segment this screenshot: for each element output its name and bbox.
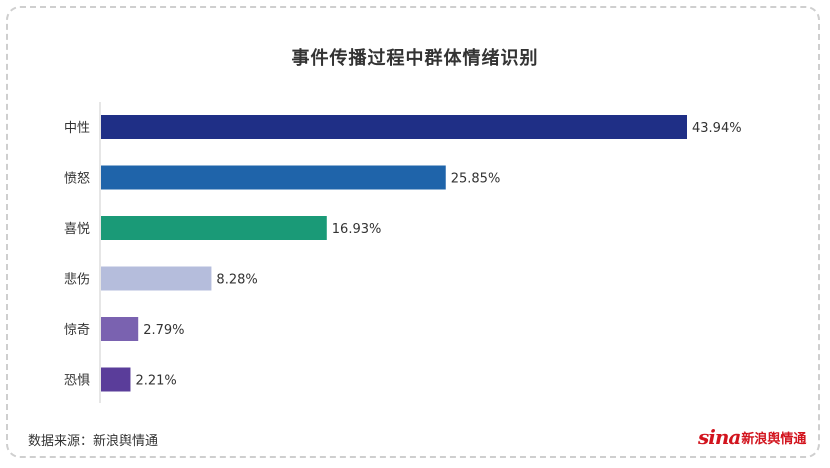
category-label: 喜悦: [64, 222, 90, 237]
value-label: 16.93%: [332, 222, 382, 237]
category-label: 惊奇: [64, 322, 90, 338]
chart-title: 事件传播过程中群体情绪识别: [291, 48, 539, 69]
value-label: 2.21%: [135, 374, 176, 389]
category-label: 愤怒: [64, 172, 90, 187]
category-label: 悲伤: [64, 272, 90, 288]
bar: [101, 165, 446, 190]
bar: [101, 216, 327, 240]
bar: [101, 266, 212, 291]
value-label: 2.79%: [143, 323, 184, 338]
category-label: 中性: [64, 121, 90, 136]
value-label: 43.94%: [692, 121, 742, 136]
bar: [101, 115, 687, 139]
data-source-note: 数据来源：新浪舆情通: [28, 434, 159, 449]
bar: [101, 317, 139, 341]
category-label: 恐惧: [64, 373, 90, 389]
value-label: 8.28%: [216, 273, 257, 288]
bar: [101, 367, 131, 392]
value-label: 25.85%: [451, 172, 501, 187]
sina-logo: sina 新浪舆情通: [698, 425, 807, 449]
